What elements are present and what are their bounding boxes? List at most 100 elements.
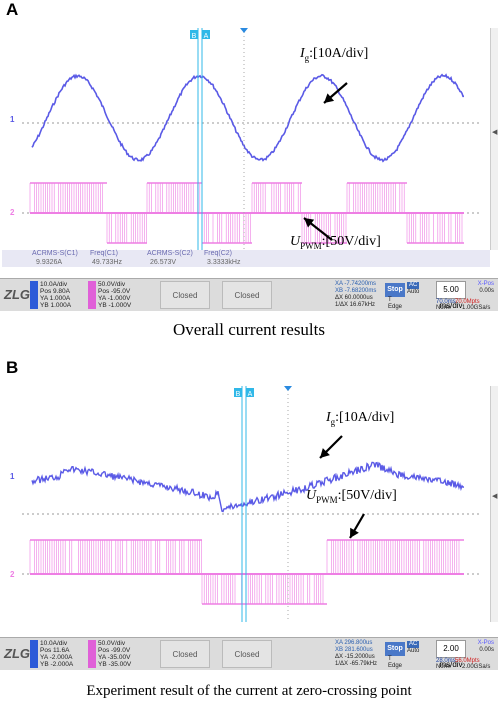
xpos-title: X-Pos	[477, 281, 494, 287]
ig-text: :[10A/div]	[309, 46, 369, 61]
ig-sub: g	[304, 52, 310, 63]
ch1-line: YB 1.000A	[40, 302, 72, 309]
ch1-marker-a: 1	[10, 115, 15, 124]
ch1-settings-a[interactable]: 10.0A/div Pos 9.80A YA 1.000A YB 1.000A	[40, 281, 71, 309]
norm-label-a: Norm	[436, 305, 451, 311]
cursor-b-tag	[190, 30, 198, 39]
cursor-a-tag	[246, 388, 254, 397]
cursor-b-label: B	[192, 33, 197, 40]
pwm-segment	[406, 213, 464, 244]
ch1-line: YA -2.000A	[40, 654, 73, 661]
time-line: XB -7.68200ms	[335, 288, 377, 294]
auto-label: Auto	[407, 289, 420, 295]
ch1-badge-a[interactable]	[30, 281, 38, 309]
cursor-b-tag	[234, 388, 242, 397]
upwm-text: :[50V/div]	[337, 488, 397, 503]
time-line: XB 281.600us	[335, 647, 373, 653]
xpos-b[interactable]: X-Pos 0.00s	[470, 640, 494, 654]
caption-a: Overall current results	[173, 320, 325, 339]
ch2-line: Pos -99.0V	[98, 647, 131, 654]
pwm-segment	[326, 539, 464, 574]
cursor-a-label: A	[248, 391, 253, 398]
mem-depth-b: 56.0Mpts	[455, 658, 480, 664]
closed-slot-1-b[interactable]: Closed	[160, 640, 210, 668]
ch2-settings-a[interactable]: 50.0V/div Pos -95.0V YA -1.000V YB -1.00…	[98, 281, 131, 309]
xpos-title: X-Pos	[477, 640, 494, 646]
xpos-a[interactable]: X-Pos 0.00s	[470, 281, 494, 295]
measure-value-2: 49.733Hz	[92, 259, 122, 266]
xpos-value: 0.00s	[479, 647, 494, 653]
ac-badge: AC	[407, 641, 420, 648]
auto-label: Auto	[407, 648, 420, 654]
upwm-annotation-b: UPWM:[50V/div]	[306, 488, 397, 505]
ch1-line: Pos 11.6A	[40, 647, 70, 654]
measure-label-1: ACRMS-S(C1)	[32, 250, 78, 257]
upwm-annotation-a: UPWM:[50V/div]	[290, 234, 381, 251]
time-line: ΔX -15.2000us	[335, 654, 375, 660]
trigger-mode-a[interactable]: AC Auto	[407, 282, 420, 296]
ch1-line: YA 1.000A	[40, 295, 71, 302]
upwm-var: U	[306, 488, 317, 503]
time-cursor-info-b: XA 296.800us XB 281.600us ΔX -15.2000us …	[335, 640, 377, 668]
ch2-line: 50.0V/div	[98, 640, 126, 647]
trigger-marker-icon	[240, 28, 248, 33]
status-bar-b: ZLG® 10.0A/div Pos 11.6A YA -2.000A YB -…	[0, 637, 498, 670]
ch1-line: 10.0A/div	[40, 640, 68, 647]
ch2-line: Pos -95.0V	[98, 288, 131, 295]
arrow-left-icon: ◀	[492, 128, 498, 136]
ch2-badge-b[interactable]	[88, 640, 96, 668]
upwm-sub: PWM	[300, 240, 322, 251]
time-line: 1/ΔX 16.67kHz	[335, 302, 376, 308]
pwm-segment	[201, 574, 327, 605]
mem-depth-a: 70.0Mpts	[455, 299, 480, 305]
norm-label-b: Norm	[436, 664, 451, 670]
trigger-marker-icon	[284, 386, 292, 391]
stop-button-a[interactable]: Stop	[385, 283, 405, 297]
ch1-badge-b[interactable]	[30, 640, 38, 668]
panel-a-label: A	[6, 0, 19, 19]
pwm-segment	[146, 182, 203, 213]
ig-arrow-b-head-icon	[320, 448, 330, 458]
stop-button-b[interactable]: Stop	[385, 642, 405, 656]
ch2-badge-a[interactable]	[88, 281, 96, 309]
time-line: XA -7.74200ms	[335, 281, 377, 287]
ig-sub: g	[330, 416, 336, 427]
sample-rate-b: 2.00GSa/s	[462, 664, 491, 670]
ch2-settings-b[interactable]: 50.0V/div Pos -99.0V YA -35.00V YB -35.0…	[98, 640, 131, 668]
time-line: XA 296.800us	[335, 640, 373, 646]
upwm-text: :[50V/div]	[321, 234, 381, 249]
ch2-marker-a: 2	[10, 208, 15, 217]
measure-bar-a: ACRMS-S(C1) Freq(C1) ACRMS-S(C2) Freq(C2…	[2, 250, 490, 267]
closed-slot-2-a[interactable]: Closed	[222, 281, 272, 309]
timebase-scale-b[interactable]: 2.00 ms/div	[436, 640, 466, 669]
ch2-marker-b: 2	[10, 570, 15, 579]
cursor-a-label: A	[204, 33, 209, 40]
timebase-a: 70.0ms	[436, 299, 456, 305]
measure-value-4: 3.3333kHz	[207, 259, 241, 266]
ch1-line: YB -2.000A	[40, 661, 74, 668]
ch2-line: YA -1.000V	[98, 295, 131, 302]
pwm-segment	[346, 182, 407, 213]
ig-arrow-a-head-icon	[324, 93, 335, 103]
closed-slot-2-b[interactable]: Closed	[222, 640, 272, 668]
sample-rate-a: 1.00GSa/s	[462, 305, 491, 311]
upwm-arrow-a-head-icon	[304, 218, 315, 228]
ig-annotation-b: Ig:[10A/div]	[326, 410, 394, 427]
ch2-line: YB -35.00V	[98, 661, 132, 668]
timebase-scale-a[interactable]: 5.00 ms/div	[436, 281, 466, 310]
ch1-settings-b[interactable]: 10.0A/div Pos 11.6A YA -2.000A YB -2.000…	[40, 640, 73, 668]
measure-label-4: Freq(C2)	[204, 250, 233, 257]
edge-label-a: Edge	[388, 304, 403, 310]
status-bar-a: ZLG® 10.0A/div Pos 9.80A YA 1.000A YB 1.…	[0, 278, 498, 311]
right-scroll-a[interactable]: ◀	[490, 28, 498, 250]
trigger-mode-b[interactable]: AC Auto	[407, 641, 420, 655]
ch1-trace	[31, 73, 464, 163]
measure-label-3: ACRMS-S(C2)	[147, 250, 193, 257]
ig-annotation-a: Ig:[10A/div]	[300, 46, 368, 63]
right-scroll-b[interactable]: ◀	[490, 386, 498, 622]
closed-slot-1-a[interactable]: Closed	[160, 281, 210, 309]
